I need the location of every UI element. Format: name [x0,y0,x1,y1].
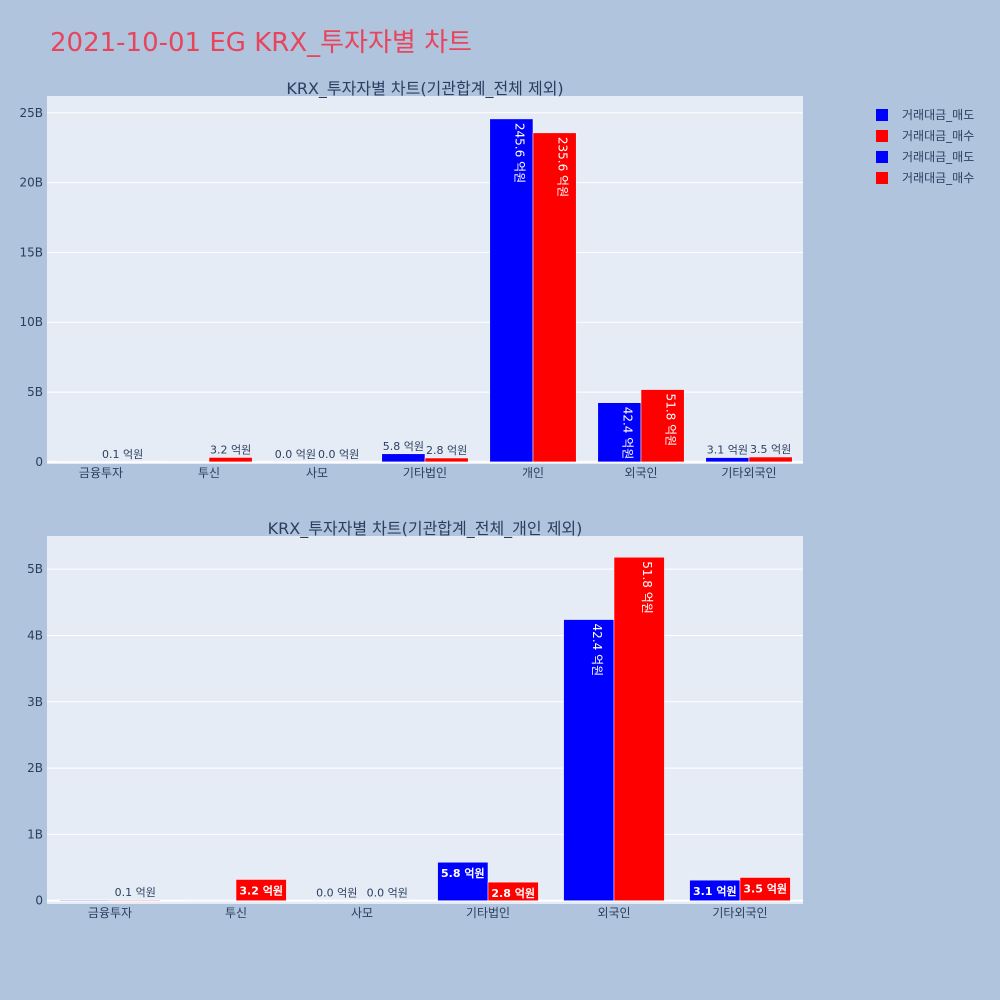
y-tick-label: 0 [35,894,43,908]
legend-item-label[interactable]: 거래대금_매수 [902,129,974,143]
data-label: 5.8 억원 [383,440,424,453]
bar-sell [705,457,750,463]
bar-sell [563,619,615,901]
x-tick-label: 사모 [351,906,373,920]
data-label: 42.4 억원 [590,624,604,677]
y-tick-label: 10B [19,315,43,329]
bar-buy [361,899,413,901]
plot-background [47,536,803,904]
bar-buy [739,877,791,901]
data-label: 3.2 억원 [210,443,251,456]
x-tick-label: 사모 [306,466,328,480]
data-label: 0.0 억원 [275,448,316,461]
x-tick-label: 금융투자 [79,466,123,480]
bar-buy [316,461,361,463]
bar-sell [57,461,102,463]
legend-item-label[interactable]: 거래대금_매도 [902,108,974,122]
legend-item-label[interactable]: 거래대금_매수 [902,171,974,185]
bar-buy [613,556,665,901]
y-tick-label: 3B [27,695,43,709]
data-label: 0.0 억원 [316,887,357,900]
data-label: 235.6 억원 [556,137,570,197]
data-label: 3.1 억원 [693,884,737,898]
bar-sell [59,899,111,901]
x-tick-label: 금융투자 [88,906,132,920]
bar-sell [597,402,642,463]
bar-buy [640,389,685,463]
x-tick-label: 기타법인 [466,906,510,920]
x-tick-label: 기타법인 [403,466,447,480]
bar-buy [487,881,539,901]
bar-buy [748,456,793,463]
chart-title: KRX_투자자별 차트(기관합계_전체_개인 제외) [268,519,583,539]
chart-2: 0 1B 2B 3B 4B 5B KRX_투자자별 차트(기관합계_전체_개인 제외) 금융투… [27,519,803,920]
x-tick-label: 투신 [198,466,220,480]
data-label: 51.8 억원 [640,561,654,614]
bar-buy [532,132,577,463]
data-label: 0.1 억원 [102,448,143,461]
plot-background [47,96,803,464]
bar-buy [424,457,469,463]
data-label: 42.4 억원 [620,407,634,460]
legend-swatch[interactable] [876,172,888,184]
y-tick-label: 1B [27,827,43,841]
data-label: 0.0 억원 [367,887,408,900]
y-tick-label: 25B [19,106,43,120]
x-tick-label: 투신 [225,906,247,920]
bar-sell [273,461,318,463]
bar-sell [311,899,363,901]
data-label: 3.5 억원 [743,881,787,895]
chart-title: KRX_투자자별 차트(기관합계_전체 제외) [286,79,563,99]
bar-sell [381,453,426,463]
data-label: 245.6 억원 [512,123,526,183]
bar-buy [235,879,287,901]
data-label: 51.8 억원 [664,394,678,447]
x-tick-label: 기타외국인 [721,466,776,480]
bar-sell [185,899,237,901]
legend-swatch[interactable] [876,151,888,163]
y-tick-label: 2B [27,761,43,775]
y-tick-label: 15B [19,245,43,259]
chart-1: 0 5B 10B 15B 20B 25B KRX_투자자별 차트(기관합계_전체 제외) 금융… [19,79,803,480]
y-tick-label: 20B [19,176,43,190]
y-tick-label: 0 [35,455,43,469]
bar-buy [208,457,253,463]
data-label: 0.0 억원 [318,448,359,461]
legend-swatch[interactable] [876,109,888,121]
y-tick-label: 5B [27,385,43,399]
x-tick-label: 기타외국인 [712,906,767,920]
data-label: 2.8 억원 [491,886,535,900]
data-label: 3.5 억원 [750,443,791,456]
data-label: 5.8 억원 [441,866,485,880]
page-title: 2021-10-01 EG KRX_투자자별 차트 [50,28,472,58]
data-label: 0.1 억원 [115,886,156,899]
y-tick-label: 5B [27,562,43,576]
x-tick-label: 외국인 [624,466,657,480]
bar-sell [437,861,489,901]
x-tick-label: 개인 [522,466,544,480]
data-label: 3.1 억원 [707,444,748,457]
bar-buy [109,899,161,901]
y-tick-label: 4B [27,628,43,642]
data-label: 3.2 억원 [239,883,283,897]
bar-sell [165,461,210,463]
data-label: 2.8 억원 [426,444,467,457]
legend-item-label[interactable]: 거래대금_매도 [902,150,974,164]
x-tick-label: 외국인 [597,906,630,920]
bar-buy [100,461,145,463]
legend-swatch[interactable] [876,130,888,142]
